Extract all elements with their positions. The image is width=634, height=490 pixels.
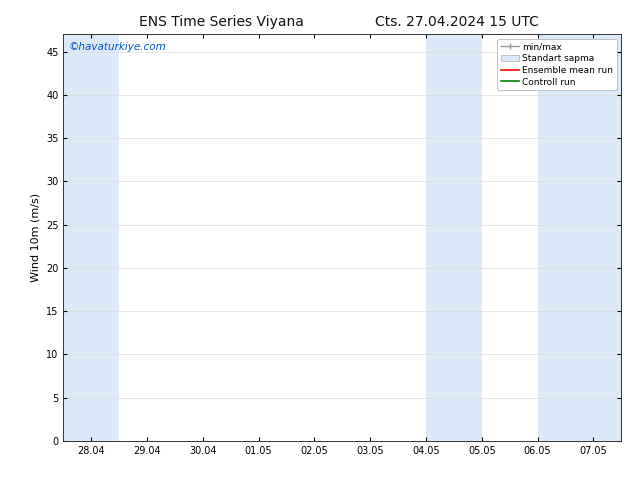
Y-axis label: Wind 10m (m/s): Wind 10m (m/s)	[30, 193, 41, 282]
Bar	[538, 34, 621, 441]
Text: ©havaturkiye.com: ©havaturkiye.com	[69, 43, 167, 52]
Text: Cts. 27.04.2024 15 UTC: Cts. 27.04.2024 15 UTC	[375, 15, 538, 29]
Bar	[63, 34, 119, 441]
Legend: min/max, Standart sapma, Ensemble mean run, Controll run: min/max, Standart sapma, Ensemble mean r…	[497, 39, 617, 90]
Text: ENS Time Series Viyana: ENS Time Series Viyana	[139, 15, 304, 29]
Bar	[426, 34, 482, 441]
